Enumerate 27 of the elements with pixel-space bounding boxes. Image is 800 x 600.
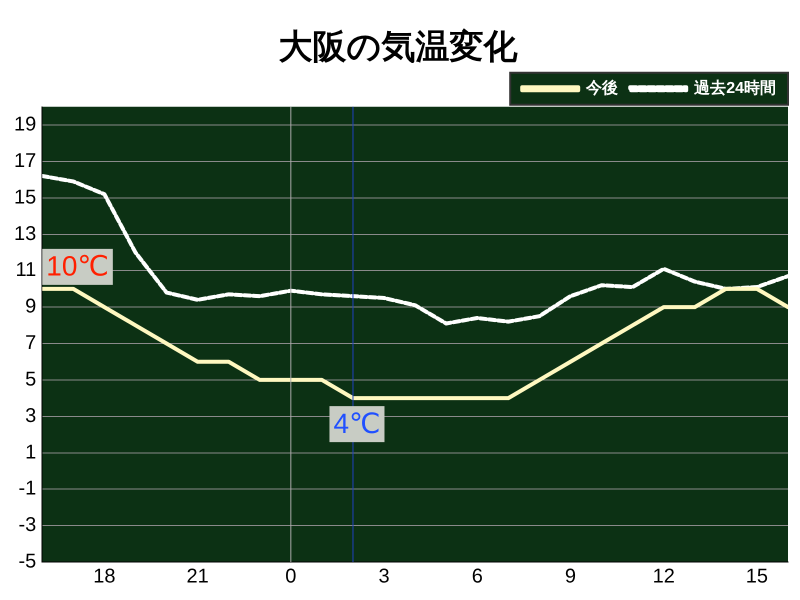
y-tick-label: 9 xyxy=(25,296,36,318)
y-tick-label: 11 xyxy=(15,259,36,282)
y-tick-label: 13 xyxy=(14,222,36,245)
x-tick-label: 9 xyxy=(564,566,576,588)
y-tick-label: 1 xyxy=(25,441,36,464)
y-tick-label: 19 xyxy=(14,114,36,136)
x-tick-label: 12 xyxy=(652,566,675,588)
line-series xyxy=(42,174,788,326)
annotation: 4℃ xyxy=(333,408,380,439)
y-tick-label: 17 xyxy=(14,150,36,172)
y-tick-label: -1 xyxy=(18,478,36,500)
x-tick-label: 15 xyxy=(746,566,768,588)
x-tick-label: 0 xyxy=(285,566,296,588)
y-tick-label: -5 xyxy=(18,550,36,573)
x-tick-label: 18 xyxy=(93,566,116,588)
legend-label: 過去24時間 xyxy=(693,79,776,98)
x-tick-label: 3 xyxy=(378,566,390,588)
annotation: 10℃ xyxy=(46,250,109,282)
x-tick-label: 21 xyxy=(186,566,209,588)
y-tick-label: -3 xyxy=(18,514,36,536)
chart-title: 大阪の気温変化 xyxy=(278,28,518,66)
y-tick-label: 5 xyxy=(25,368,36,390)
y-tick-label: 15 xyxy=(14,186,36,208)
legend-label: 今後 xyxy=(585,79,618,98)
y-tick-label: 7 xyxy=(25,332,36,354)
x-tick-label: 6 xyxy=(472,566,483,588)
y-tick-label: 3 xyxy=(25,404,36,427)
